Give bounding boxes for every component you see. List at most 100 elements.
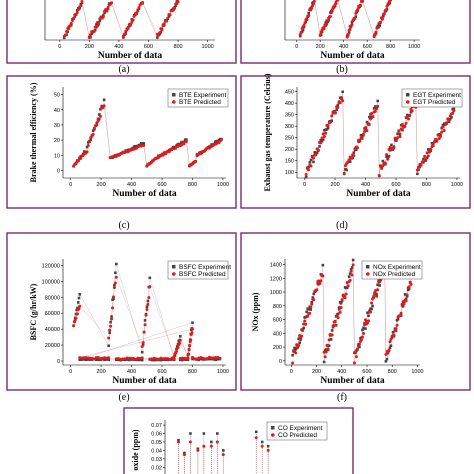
data-point-predicted [355,146,359,150]
data-point-experiment [102,98,106,102]
data-point-experiment [99,107,102,111]
data-point-predicted [121,36,125,40]
data-point-predicted [189,338,193,342]
data-point-predicted [409,282,413,286]
x-tick-label: 800 [388,369,397,375]
data-point-experiment [114,271,117,275]
data-point-experiment [73,15,77,18]
data-point-experiment [298,341,301,345]
data-point-experiment [337,307,341,311]
data-point-experiment [452,107,456,111]
data-point-predicted [362,321,366,325]
data-point-predicted [447,119,451,123]
y-tick-label: 0.04 [151,448,162,454]
data-point-predicted [344,292,348,296]
data-point-experiment [354,15,358,18]
data-point-experiment [115,262,118,266]
data-point-predicted [360,335,364,339]
data-point-predicted [321,132,325,136]
data-point-predicted [397,129,401,133]
data-point-predicted [439,134,443,138]
x-tick-label: 200 [316,44,325,50]
data-point-predicted [325,22,329,26]
x-tick-label: 1000 [201,44,213,50]
data-point-experiment [364,327,367,330]
data-point-predicted [111,306,115,310]
data-point-predicted [384,8,388,12]
data-point-predicted [389,0,392,1]
data-point-experiment [327,344,331,347]
data-point-predicted [321,274,325,278]
data-point-predicted [173,6,177,10]
data-point-predicted [400,123,404,127]
legend-marker-experiment [271,426,275,430]
data-point-predicted [423,154,427,158]
x-tick-label: 600 [391,182,400,188]
data-point-predicted [326,19,330,23]
y-tick-label: 400 [285,101,294,107]
data-point-predicted [158,31,162,35]
panel-frame-e [6,232,237,391]
data-point-predicted [361,132,365,136]
data-point-experiment [416,172,419,176]
data-point-predicted [429,147,433,151]
data-point-predicted [451,111,455,115]
data-point-experiment [329,338,333,341]
legend-entry: NOx Experiment [373,264,421,271]
data-point-experiment [180,358,184,362]
data-point-experiment [84,358,88,362]
data-point-predicted [373,109,377,113]
legend-marker-experiment [366,265,370,269]
data-point-predicted [367,319,371,323]
data-point-predicted [218,356,222,360]
data-point-predicted [442,128,446,132]
data-point-predicted [136,9,140,13]
data-point-predicted [378,280,382,284]
data-point-experiment [143,319,147,322]
panel-frame-c [6,75,237,209]
data-point-experiment [324,21,328,24]
data-point-predicted [194,159,198,163]
x-tick-label: 400 [339,44,348,50]
data-point-experiment [95,121,99,125]
data-point-predicted [219,137,223,141]
data-point-predicted [101,15,105,19]
data-point-predicted [148,285,152,289]
panel-caption: (e) [118,392,129,403]
data-point-experiment [409,110,413,114]
data-point-experiment [381,159,385,163]
data-point-predicted [441,125,445,129]
data-point-experiment [366,311,369,315]
data-point-predicted [436,133,440,137]
legend-marker-predicted [271,433,275,437]
data-point-predicted [312,298,316,302]
data-point-predicted [339,95,343,99]
data-point-experiment [350,266,354,269]
data-point-experiment [339,301,343,305]
data-point-experiment [365,120,369,124]
data-point-experiment [82,358,86,361]
series-line [73,105,222,167]
data-point-predicted [305,18,309,22]
data-point-predicted [97,21,101,25]
data-point-experiment [450,116,453,119]
data-point-experiment [448,117,452,121]
data-point-predicted [78,304,82,308]
data-point-predicted [346,160,350,164]
data-point-experiment [191,321,194,324]
data-point-experiment [354,148,358,152]
data-point-predicted [387,148,391,152]
data-point-experiment [384,360,388,363]
data-point-predicted [160,28,164,32]
data-point-predicted [330,114,334,118]
y-tick-label: 800 [273,304,282,310]
data-point-predicted [88,139,92,143]
data-point-experiment [185,138,188,141]
y-tick-label: 100 [285,170,294,176]
data-point-predicted [398,314,402,318]
data-point-predicted [349,269,353,273]
panel-caption: (c) [118,220,129,231]
data-point-predicted [374,30,378,34]
data-point-predicted [405,115,409,119]
